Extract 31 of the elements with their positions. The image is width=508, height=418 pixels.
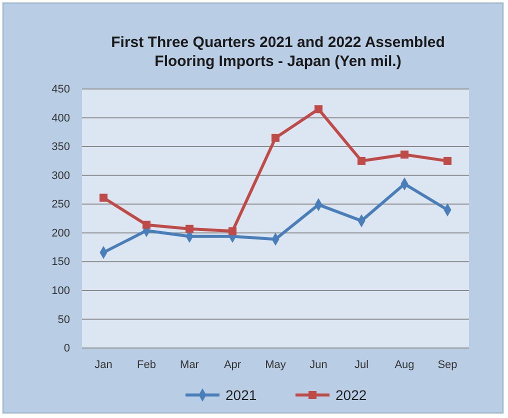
point [142,220,150,229]
x-tick-label: Mar [180,358,200,371]
x-tick-label: Apr [224,358,242,371]
y-tick-label: 150 [52,256,70,268]
point [314,105,322,114]
y-tick-label: 50 [58,314,70,326]
y-tick-label: 450 [52,84,70,96]
point [358,156,366,165]
x-tick-label: Jul [354,358,369,371]
x-tick-label: Feb [137,358,156,371]
y-tick-label: 0 [64,342,70,355]
y-tick-label: 400 [52,112,70,124]
y-tick-label: 350 [52,141,70,154]
chart-title: First Three Quarters 2021 and 2022 Assembled Flooring Imports - Japan (Yen mil.) [111,34,445,70]
x-tick-label: Jun [310,358,328,371]
legend-label: 2021 [226,387,257,403]
point [228,227,236,236]
point [186,224,194,233]
y-tick-label: 100 [52,284,70,297]
legend-label: 2022 [336,387,367,403]
x-tick-label: Aug [394,358,414,371]
y-tick-label: 200 [52,227,70,240]
point [272,134,280,142]
y-tick-label: 300 [52,170,70,182]
point [400,150,408,159]
point [100,194,108,202]
point [444,156,452,165]
x-tick-label: Sep [438,358,458,371]
y-tick-label: 250 [52,198,70,211]
x-tick-label: Jan [94,358,112,371]
x-tick-label: May [265,358,286,371]
